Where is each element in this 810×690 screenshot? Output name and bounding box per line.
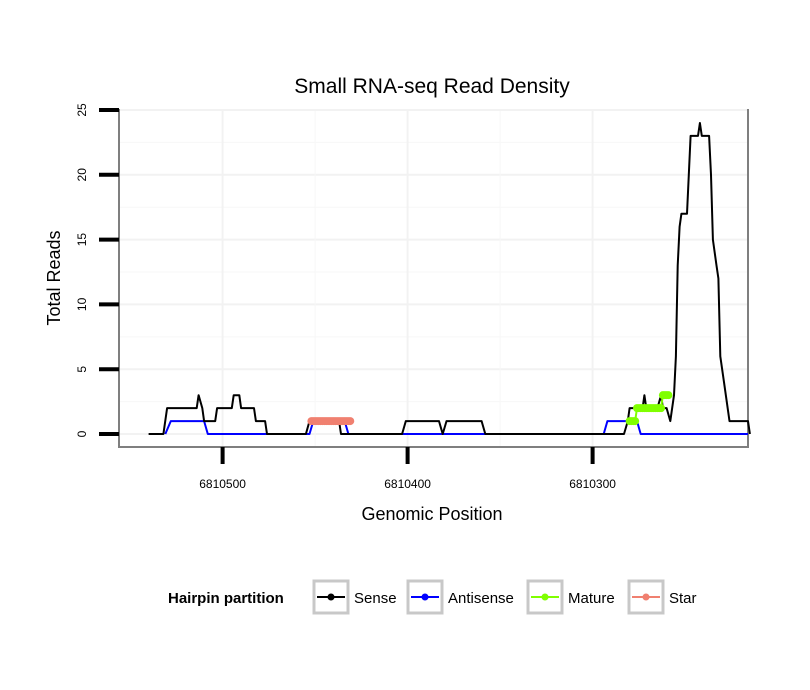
data-point-mature (631, 417, 640, 426)
legend-key-dot (327, 593, 335, 601)
y-tick-label: 25 (75, 103, 89, 117)
legend-label-sense: Sense (354, 590, 397, 607)
data-point-mature (664, 391, 673, 400)
data-point-mature (657, 404, 666, 413)
grid-lines (120, 109, 747, 446)
legend: Hairpin partition Sense Antisense Mature St… (168, 579, 697, 615)
axes-layer: 0 5 10 15 20 25 6810500 6810400 6810300 (75, 103, 616, 491)
series-line-sense (148, 122, 751, 435)
legend-key-dot (642, 593, 650, 601)
x-axis-title: Genomic Position (361, 504, 502, 524)
legend-item-antisense: Antisense (406, 579, 514, 615)
x-tick-label: 6810300 (569, 477, 616, 491)
y-tick-label: 20 (75, 168, 89, 182)
legend-item-star: Star (627, 579, 697, 615)
legend-label-mature: Mature (568, 590, 615, 607)
y-tick-label: 15 (75, 233, 89, 247)
legend-item-sense: Sense (312, 579, 397, 615)
plot-panel (118, 109, 749, 448)
series-mature (625, 391, 673, 426)
x-tick-label: 6810400 (384, 477, 431, 491)
legend-label-antisense: Antisense (448, 590, 514, 607)
x-tick-label: 6810500 (199, 477, 246, 491)
legend-key-dot (541, 593, 549, 601)
legend-label-star: Star (669, 590, 697, 607)
y-tick-label: 10 (75, 297, 89, 311)
y-tick-label: 5 (75, 366, 89, 373)
series-layer (148, 122, 751, 435)
legend-item-mature: Mature (526, 579, 615, 615)
y-axis-title: Total Reads (44, 230, 64, 325)
legend-key-dot (421, 593, 429, 601)
legend-title: Hairpin partition (168, 590, 284, 607)
y-tick-label: 0 (75, 430, 89, 437)
chart-title: Small RNA-seq Read Density (294, 75, 570, 98)
series-star (307, 417, 355, 426)
data-point-star (346, 417, 355, 426)
